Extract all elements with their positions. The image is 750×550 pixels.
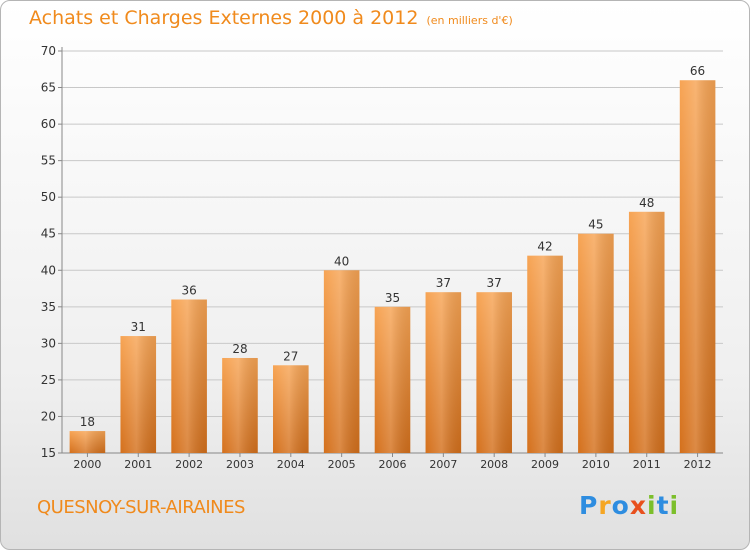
y-tick-label: 70 [41,44,56,58]
bar-shine [120,336,157,453]
bar-shine [222,357,258,453]
data-label: 42 [537,240,552,254]
data-label: 48 [639,196,654,210]
y-tick-label: 65 [41,81,56,95]
chart-title: Achats et Charges Externes 2000 à 2012 [29,7,419,29]
logo-letter: o [611,491,630,520]
bar-shine [323,270,360,453]
data-label: 40 [334,254,349,268]
bar-shine [679,80,716,454]
x-tick-label: 2001 [124,458,152,471]
logo-letter: r [598,491,612,520]
x-tick-label: 2012 [684,458,712,471]
x-tick-label: 2003 [226,458,254,471]
bar-shine [374,306,411,453]
proxiti-logo: Proxiti [579,491,679,520]
y-tick-label: 50 [41,190,56,204]
bars [69,80,716,454]
data-label: 28 [232,342,247,356]
data-label: 45 [588,218,603,232]
bar-shine [628,211,665,453]
data-label: 36 [181,284,196,298]
axes: 15 20 25 30 35 40 45 50 55 60 65 70 [41,44,723,460]
bar-shine [425,292,462,453]
data-label: 66 [690,64,705,78]
y-tick-label: 30 [41,336,56,350]
x-tick-label: 2007 [429,458,457,471]
x-tick-label: 2000 [73,458,101,471]
logo-letter: t [656,491,670,520]
x-tick-label: 2005 [328,458,356,471]
y-tick-label: 40 [41,263,56,277]
y-tick-label: 60 [41,117,56,131]
data-label: 31 [131,320,146,334]
y-tick-label: 55 [41,154,56,168]
chart-subtitle: (en milliers d'€) [426,14,513,27]
city-name: QUESNOY-SUR-AIRAINES [37,497,245,518]
data-label: 27 [283,349,298,363]
data-label: 37 [436,276,451,290]
bar-shine [69,431,106,453]
bar-shine [273,365,309,453]
logo-letter: P [579,491,599,520]
data-label: 18 [80,415,95,429]
bar-shine [578,233,614,453]
x-tick-label: 2008 [480,458,508,471]
logo-letter: i [669,491,680,520]
data-label: 35 [385,291,400,305]
bar-shine [527,255,563,453]
y-tick-label: 15 [41,446,56,460]
logo-letter: x [629,491,647,520]
bar-shine [476,292,512,453]
y-tick-label: 45 [41,227,56,241]
x-tick-label: 2009 [531,458,559,471]
x-tick-label: 2006 [379,458,407,471]
bar-shine [171,299,207,453]
labels: 18 2000 31 2001 36 2002 28 2003 27 2004 40 2005 35 20… [73,64,711,471]
x-tick-label: 2010 [582,458,610,471]
x-tick-label: 2004 [277,458,305,471]
y-tick-label: 20 [41,409,56,423]
y-tick-label: 25 [41,373,56,387]
chart-title-block: Achats et Charges Externes 2000 à 2012 (e… [29,7,513,29]
x-tick-label: 2002 [175,458,203,471]
y-tick-label: 35 [41,300,56,314]
x-tick-label: 2011 [633,458,661,471]
data-label: 37 [487,276,502,290]
logo-letter: i [647,491,657,520]
